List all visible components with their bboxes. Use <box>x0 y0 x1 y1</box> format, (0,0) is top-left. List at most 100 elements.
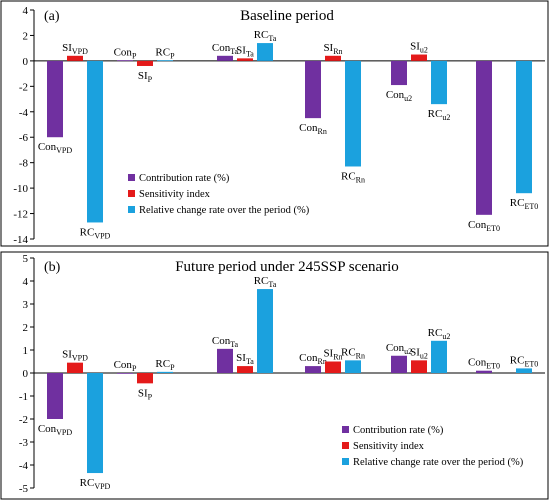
bar-label-contribution-rn-sub: Rn <box>318 127 327 136</box>
bar-label-sensitivity-ta-sub: Ta <box>246 357 254 366</box>
bar-label-relative_change-rn-sub: Rn <box>356 175 365 184</box>
y-tick-label: 0 <box>23 56 29 68</box>
bar-label-sensitivity-rn-main: SI <box>323 348 333 360</box>
bar-label-contribution-u2-main: Con <box>386 89 405 101</box>
bar-sensitivity-rn <box>325 55 341 61</box>
bar-label-relative_change-vpd-main: RC <box>80 477 95 489</box>
y-tick-label: -6 <box>19 132 29 144</box>
chart-panel-a: 4 2 0 -2 -4 -6 -8 -10 -12 -14 (a) Baseline period Co… <box>0 0 549 247</box>
legend: Contribution rate (%) Sensitivity index Re… <box>342 425 524 468</box>
bar-label-contribution-u2: Conu2 <box>386 342 412 356</box>
bar-label-sensitivity-u2: SIu2 <box>410 41 428 55</box>
bar-label-sensitivity-rn: SIRn <box>323 42 342 56</box>
y-tick-label: 4 <box>23 5 29 17</box>
bar-label-relative_change-vpd: RCVPD <box>80 477 111 491</box>
bar-contribution-et0 <box>476 60 492 215</box>
bar-contribution-p <box>117 373 133 374</box>
bar-label-relative_change-p: RCP <box>155 46 175 60</box>
bar-relative_change-vpd <box>87 373 103 474</box>
bar-label-contribution-et0-sub: ET0 <box>486 224 500 233</box>
bar-label-sensitivity-rn-sub: Rn <box>333 47 342 56</box>
bar-sensitivity-vpd <box>67 55 83 61</box>
bar-label-contribution-u2: Conu2 <box>386 89 412 103</box>
bar-label-sensitivity-ta-main: SI <box>236 352 246 364</box>
bar-label-contribution-p-sub: P <box>132 51 137 60</box>
bar-label-contribution-rn: ConRn <box>299 122 327 136</box>
bar-relative_change-p <box>157 60 173 62</box>
bar-label-contribution-vpd-main: Con <box>38 423 57 435</box>
bar-label-contribution-rn-sub: Rn <box>318 357 327 366</box>
bar-label-contribution-p-main: Con <box>114 46 133 58</box>
bar-label-contribution-p-sub: P <box>132 364 137 373</box>
bar-label-relative_change-u2-main: RC <box>428 327 443 339</box>
bar-sensitivity-p <box>137 373 153 384</box>
bar-label-sensitivity-ta-main: SI <box>236 44 246 56</box>
y-tick-label: -12 <box>13 209 28 221</box>
bar-label-sensitivity-p-sub: P <box>148 75 153 84</box>
bar-label-relative_change-p: RCP <box>155 358 175 372</box>
bar-sensitivity-rn <box>325 361 341 373</box>
bar-label-relative_change-rn-main: RC <box>341 170 356 182</box>
bar-label-contribution-et0: ConET0 <box>468 357 500 371</box>
bar-label-contribution-rn-main: Con <box>299 122 318 134</box>
legend-label-relative_change: Relative change rate over the period (%) <box>353 457 524 468</box>
bar-label-sensitivity-vpd: SIVPD <box>62 349 88 363</box>
bar-label-contribution-vpd: ConVPD <box>38 141 73 155</box>
bar-contribution-et0 <box>476 370 492 373</box>
y-tick-label: -14 <box>13 234 28 246</box>
legend: Contribution rate (%) Sensitivity index Re… <box>128 173 310 216</box>
bar-label-relative_change-rn: RCRn <box>341 346 365 360</box>
bar-label-relative_change-et0-main: RC <box>510 354 525 366</box>
bar-label-relative_change-p-main: RC <box>155 358 170 370</box>
bar-label-relative_change-vpd-main: RC <box>80 226 95 238</box>
bar-contribution-ta <box>217 55 233 61</box>
bar-contribution-p <box>117 60 133 62</box>
legend-swatch-sensitivity <box>342 442 349 449</box>
bar-label-sensitivity-u2-main: SI <box>410 41 420 53</box>
bar-relative_change-vpd <box>87 60 103 223</box>
y-tick-label: -10 <box>13 183 28 195</box>
bar-label-relative_change-et0-sub: ET0 <box>524 202 538 211</box>
bar-label-sensitivity-u2-main: SI <box>410 346 420 358</box>
legend-swatch-contribution <box>342 426 349 433</box>
y-tick-label: -8 <box>19 158 29 170</box>
bar-label-contribution-rn-main: Con <box>299 352 318 364</box>
bar-label-relative_change-u2-sub: u2 <box>442 113 450 122</box>
bar-label-relative_change-p-main: RC <box>155 46 170 58</box>
legend-swatch-relative_change <box>342 458 349 465</box>
legend-swatch-relative_change <box>128 206 135 213</box>
bar-relative_change-u2 <box>431 340 447 373</box>
bar-label-contribution-vpd-sub: VPD <box>56 428 72 437</box>
y-tick-label: 2 <box>23 322 29 334</box>
bar-label-contribution-vpd: ConVPD <box>38 423 73 437</box>
legend-label-contribution: Contribution rate (%) <box>353 425 444 436</box>
bar-label-sensitivity-p-main: SI <box>138 387 148 399</box>
y-tick-label: -3 <box>19 437 29 449</box>
bar-label-contribution-ta: ConTa <box>212 42 239 56</box>
bar-label-relative_change-ta: RCTa <box>254 275 277 289</box>
bar-label-sensitivity-ta-sub: Ta <box>246 49 254 58</box>
bar-label-relative_change-vpd-sub: VPD <box>94 231 110 240</box>
bar-contribution-rn <box>305 366 321 373</box>
bar-label-sensitivity-vpd-main: SI <box>62 349 72 361</box>
bar-sensitivity-u2 <box>411 54 427 61</box>
bar-label-sensitivity-p-sub: P <box>148 392 153 401</box>
panel-frame <box>0 251 549 500</box>
bar-relative_change-rn <box>345 60 361 167</box>
bar-relative_change-et0 <box>516 60 532 194</box>
legend-swatch-contribution <box>128 174 135 181</box>
bar-contribution-rn <box>305 60 321 119</box>
panel-label: (b) <box>44 260 61 275</box>
y-tick-label: -5 <box>19 483 29 495</box>
bar-label-relative_change-p-sub: P <box>170 363 175 372</box>
bar-label-sensitivity-rn-main: SI <box>323 42 333 54</box>
y-tick-label: -4 <box>19 460 29 472</box>
bar-label-sensitivity-vpd: SIVPD <box>62 42 88 56</box>
bar-label-relative_change-ta-sub: Ta <box>268 34 276 43</box>
y-tick-label: 3 <box>23 299 29 311</box>
bar-label-contribution-p: ConP <box>114 359 137 373</box>
bar-label-relative_change-vpd: RCVPD <box>80 226 111 240</box>
bar-relative_change-et0 <box>516 368 532 373</box>
panel-label: (a) <box>44 9 60 24</box>
